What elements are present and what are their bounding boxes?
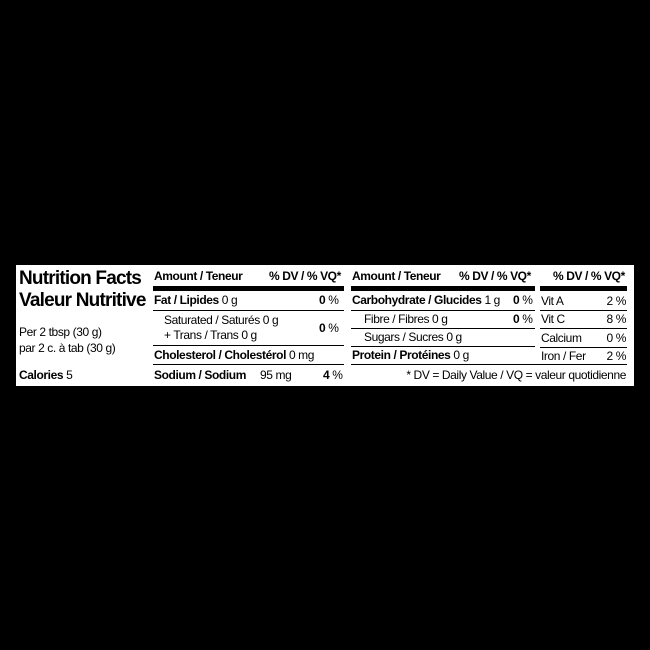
divider xyxy=(540,347,627,348)
trans-row: + Trans / Trans 0 g xyxy=(164,328,257,342)
thick-rule xyxy=(540,286,627,291)
vitamin-row: Calcium 0 % xyxy=(541,331,626,345)
protein-row: Protein / Protéines 0 g xyxy=(352,348,469,362)
fat-dv: 0 % xyxy=(319,293,339,307)
divider xyxy=(351,310,535,311)
title-fr: Valeur Nutritive xyxy=(19,290,146,311)
thick-rule xyxy=(153,286,344,291)
amount-header-2: Amount / Teneur xyxy=(352,269,441,283)
thick-rule xyxy=(351,286,535,291)
divider xyxy=(351,364,627,365)
divider xyxy=(540,328,627,329)
carbohydrate-dv: 0 % xyxy=(513,293,533,307)
amount-header: Amount / Teneur xyxy=(154,269,243,283)
serving-en: Per 2 tbsp (30 g) xyxy=(19,325,102,339)
sodium-row: Sodium / Sodium 95 mg xyxy=(154,368,292,382)
serving-fr: par 2 c. à tab (30 g) xyxy=(19,341,116,355)
nutrition-facts-panel: Nutrition Facts Valeur Nutritive Per 2 t… xyxy=(16,265,634,386)
dv-header: % DV / % VQ* xyxy=(269,269,341,283)
divider xyxy=(540,310,627,311)
sodium-dv: 4 % xyxy=(323,368,343,382)
saturated-row: Saturated / Saturés 0 g xyxy=(164,313,279,327)
sat-trans-dv: 0 % xyxy=(319,321,339,335)
divider xyxy=(351,328,535,329)
divider xyxy=(153,310,344,311)
calories-value: 5 xyxy=(66,368,73,382)
calories: Calories 5 xyxy=(19,368,73,383)
sugars-row: Sugars / Sucres 0 g xyxy=(364,330,462,344)
carbohydrate-row: Carbohydrate / Glucides 1 g xyxy=(352,293,500,307)
divider xyxy=(153,345,344,346)
divider xyxy=(153,364,344,365)
fibre-row: Fibre / Fibres 0 g xyxy=(364,312,448,326)
fibre-dv: 0 % xyxy=(513,312,533,326)
dv-header-3: % DV / % VQ* xyxy=(553,269,625,283)
dv-header-2: % DV / % VQ* xyxy=(459,269,531,283)
vitamin-row: Iron / Fer 2 % xyxy=(541,349,626,363)
cholesterol-row: Cholesterol / Cholestérol 0 mg xyxy=(154,348,315,362)
calories-label: Calories xyxy=(19,368,64,382)
footnote: * DV = Daily Value / VQ = valeur quotidi… xyxy=(406,368,626,382)
divider xyxy=(351,346,535,347)
fat-row: Fat / Lipides 0 g xyxy=(154,293,238,307)
title-en: Nutrition Facts xyxy=(19,268,142,289)
